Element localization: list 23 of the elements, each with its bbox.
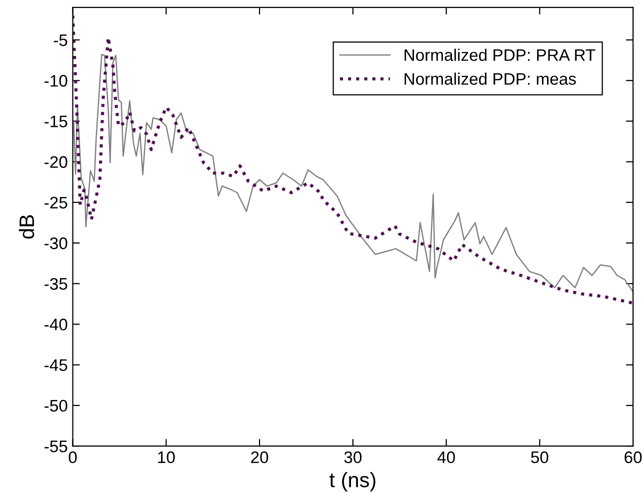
y-tick-label: -10 <box>44 74 68 87</box>
line-series <box>72 14 634 305</box>
x-tick-label: 60 <box>624 451 642 464</box>
y-tick-label: -30 <box>44 237 68 250</box>
y-tick-label: -45 <box>44 359 68 372</box>
y-axis-title: dB <box>18 215 34 239</box>
y-tick-label: -20 <box>44 156 68 168</box>
legend-label: Normalized PDP: meas <box>404 72 576 85</box>
x-tick-label: 20 <box>251 451 268 464</box>
x-axis-title: t (ns) <box>330 472 376 492</box>
y-tick-label: -5 <box>54 34 68 46</box>
x-tick-label: 0 <box>68 451 77 464</box>
x-tick-label: 40 <box>437 451 455 464</box>
x-tick-label: 50 <box>531 451 548 464</box>
y-tick-label: -15 <box>44 116 68 128</box>
x-tick-label: 10 <box>158 451 175 464</box>
legend-label: Normalized PDP: PRA RT <box>404 48 596 61</box>
y-tick-label: -35 <box>44 278 68 290</box>
y-tick-label: -40 <box>44 318 68 330</box>
y-tick-label: -55 <box>44 440 68 452</box>
y-tick-label: -50 <box>44 400 68 412</box>
x-tick-label: 30 <box>344 451 362 464</box>
y-tick-label: -25 <box>44 196 68 209</box>
